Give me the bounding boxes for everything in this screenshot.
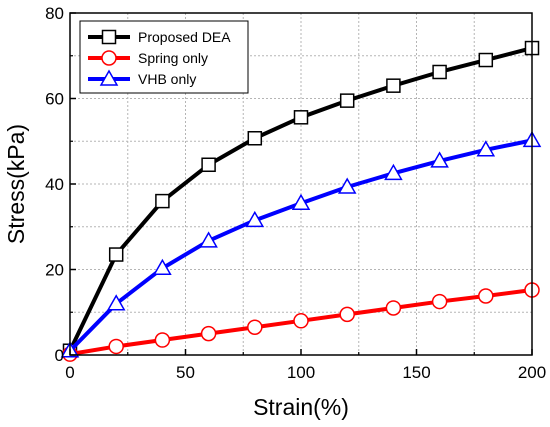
legend-label: Proposed DEA xyxy=(138,29,231,45)
data-point xyxy=(108,338,124,355)
legend-item: Spring only xyxy=(88,50,208,66)
x-tick-label: 200 xyxy=(518,363,546,382)
legend-marker xyxy=(101,50,117,66)
data-point xyxy=(431,293,448,310)
x-tick-label: 150 xyxy=(402,363,430,382)
axis-ticks: 0 50 100 150 200 0 20 40 60 80 xyxy=(45,4,546,382)
x-tick-label: 50 xyxy=(176,363,195,382)
legend-marker xyxy=(99,69,119,86)
data-point xyxy=(247,319,263,335)
y-axis-title: Stress(kPa) xyxy=(3,124,29,244)
data-point xyxy=(478,288,494,304)
data-point xyxy=(386,78,401,93)
data-point xyxy=(476,140,496,157)
data-point xyxy=(247,131,263,146)
legend: Proposed DEA Spring only VHB only xyxy=(79,20,249,94)
legend-label: VHB only xyxy=(138,71,196,87)
y-tick-label: 60 xyxy=(45,90,64,109)
data-point xyxy=(339,306,355,323)
data-point xyxy=(432,64,447,80)
data-point xyxy=(106,294,126,311)
y-tick-label: 0 xyxy=(55,346,64,365)
x-axis-title: Strain(%) xyxy=(253,394,349,420)
x-tick-label: 0 xyxy=(65,363,74,382)
legend-label: Spring only xyxy=(138,50,208,66)
legend-marker xyxy=(101,29,117,45)
data-point xyxy=(478,52,494,68)
y-tick-label: 80 xyxy=(45,4,64,23)
data-point xyxy=(337,177,357,194)
data-point xyxy=(155,193,170,209)
data-point xyxy=(199,231,218,248)
legend-item: VHB only xyxy=(88,69,196,87)
data-point xyxy=(385,300,402,316)
data-point xyxy=(293,313,309,329)
x-tick-label: 100 xyxy=(287,363,315,382)
data-point xyxy=(339,93,355,108)
data-point xyxy=(154,332,171,348)
y-tick-label: 20 xyxy=(45,261,64,280)
data-point xyxy=(245,210,265,228)
data-point xyxy=(201,157,216,173)
data-point xyxy=(108,247,124,262)
data-point xyxy=(200,325,217,342)
data-point xyxy=(384,163,403,181)
legend-item: Proposed DEA xyxy=(88,29,231,45)
data-point xyxy=(293,110,309,125)
data-point xyxy=(291,193,311,210)
y-tick-label: 40 xyxy=(45,175,64,194)
data-point xyxy=(430,151,449,168)
series-vhb-only xyxy=(60,130,542,358)
data-point xyxy=(153,258,172,275)
